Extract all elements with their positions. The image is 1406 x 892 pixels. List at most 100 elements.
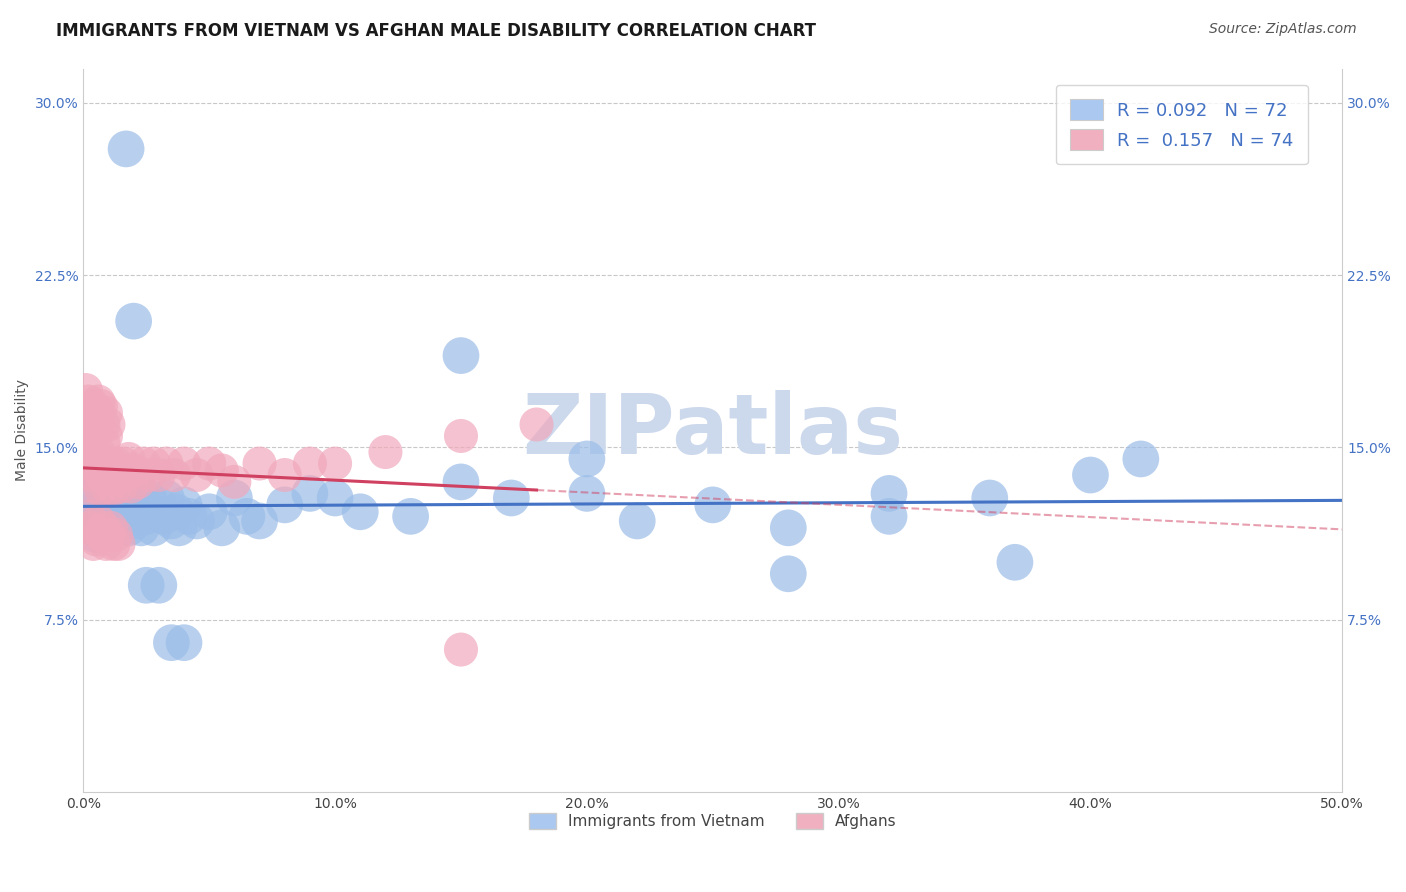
Point [93, 417, 115, 432]
Point [105, 491, 128, 505]
Point [167, 521, 190, 535]
Point [135, 578, 157, 592]
Point [877, 486, 900, 500]
Point [298, 486, 321, 500]
Point [135, 509, 157, 524]
Point [110, 479, 132, 493]
Point [122, 314, 145, 328]
Point [575, 452, 598, 467]
Point [80, 435, 103, 450]
Point [80, 468, 103, 483]
Point [94, 429, 117, 443]
Point [186, 468, 208, 483]
Point [626, 514, 648, 528]
Point [90, 482, 112, 496]
Point [107, 537, 129, 551]
Point [84, 527, 107, 541]
Point [778, 521, 800, 535]
Point [97, 498, 120, 512]
Point [75, 445, 97, 459]
Point [84, 475, 107, 489]
Point [142, 521, 165, 535]
Point [90, 491, 112, 505]
Point [77, 486, 100, 500]
Point [93, 435, 115, 450]
Legend: Immigrants from Vietnam, Afghans: Immigrants from Vietnam, Afghans [523, 806, 903, 835]
Point [450, 475, 472, 489]
Point [198, 505, 221, 519]
Point [450, 642, 472, 657]
Point [103, 521, 125, 535]
Point [90, 527, 112, 541]
Point [163, 468, 186, 483]
Point [75, 383, 97, 397]
Point [128, 475, 150, 489]
Point [450, 429, 472, 443]
Point [128, 486, 150, 500]
Point [323, 491, 346, 505]
Point [93, 482, 115, 496]
Point [148, 578, 170, 592]
Point [77, 394, 100, 409]
Point [103, 537, 125, 551]
Point [97, 514, 120, 528]
Point [115, 142, 138, 156]
Point [80, 521, 103, 535]
Point [87, 514, 110, 528]
Point [575, 486, 598, 500]
Point [97, 468, 120, 483]
Point [877, 509, 900, 524]
Point [103, 482, 125, 496]
Point [160, 635, 183, 649]
Point [82, 399, 104, 413]
Point [132, 457, 155, 471]
Point [236, 509, 259, 524]
Point [249, 457, 271, 471]
Point [112, 498, 135, 512]
Point [323, 457, 346, 471]
Point [141, 505, 163, 519]
Point [94, 537, 117, 551]
Point [75, 417, 97, 432]
Text: IMMIGRANTS FROM VIETNAM VS AFGHAN MALE DISABILITY CORRELATION CHART: IMMIGRANTS FROM VIETNAM VS AFGHAN MALE D… [56, 22, 817, 40]
Point [177, 509, 200, 524]
Point [80, 406, 103, 420]
Text: ZIPatlas: ZIPatlas [522, 390, 903, 471]
Point [1004, 555, 1026, 569]
Point [97, 482, 120, 496]
Point [82, 537, 104, 551]
Point [1129, 452, 1152, 467]
Point [142, 457, 165, 471]
Point [274, 498, 297, 512]
Point [702, 498, 724, 512]
Point [93, 521, 115, 535]
Point [117, 521, 139, 535]
Point [979, 491, 1001, 505]
Point [94, 406, 117, 420]
Point [117, 452, 139, 467]
Point [160, 514, 183, 528]
Point [100, 521, 122, 535]
Point [399, 509, 422, 524]
Point [100, 457, 122, 471]
Point [155, 491, 177, 505]
Point [112, 457, 135, 471]
Point [274, 468, 297, 483]
Point [105, 527, 128, 541]
Point [501, 491, 523, 505]
Point [77, 509, 100, 524]
Point [97, 527, 120, 541]
Point [198, 457, 221, 471]
Point [90, 399, 112, 413]
Point [84, 457, 107, 471]
Point [84, 533, 107, 547]
Point [166, 505, 188, 519]
Point [97, 417, 120, 432]
Point [138, 491, 160, 505]
Point [120, 491, 142, 505]
Point [93, 457, 115, 471]
Point [224, 475, 246, 489]
Point [1080, 468, 1102, 483]
Point [105, 457, 128, 471]
Point [173, 498, 195, 512]
